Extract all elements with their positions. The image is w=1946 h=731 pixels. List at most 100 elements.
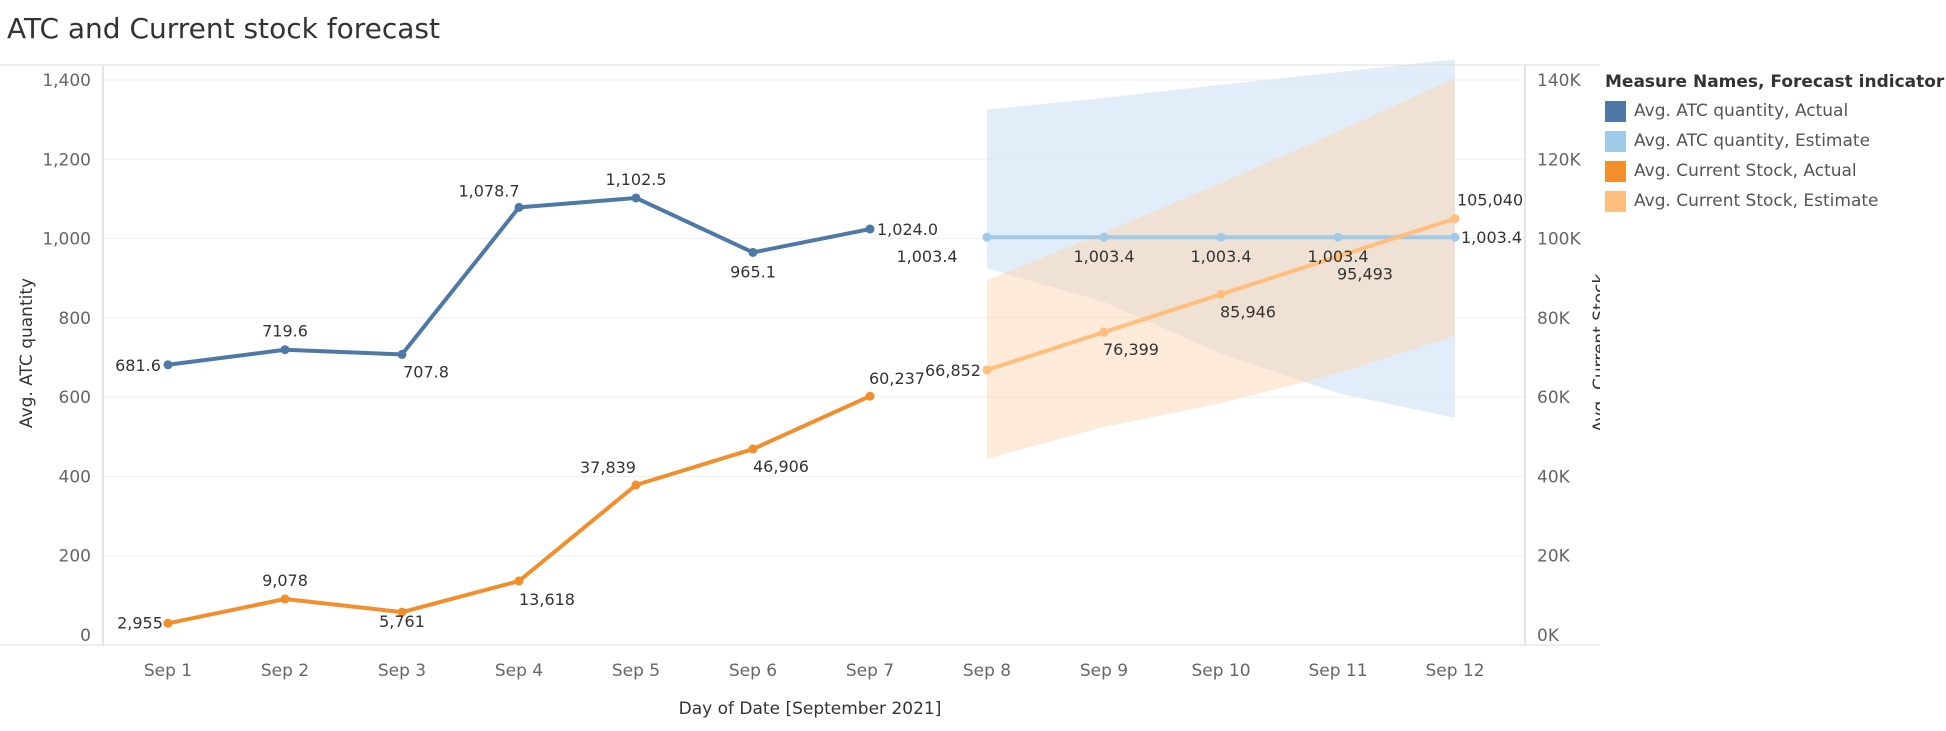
y-tick-label-right: 20K [1537, 547, 1571, 567]
data-labels: 681.6 719.6 707.8 1,078.7 1,102.5 965.1 1,024.… [115, 170, 1523, 632]
forecast-chart: 681.6 719.6 707.8 1,078.7 1,102.5 965.1 1,024.… [0, 59, 1600, 719]
x-tick-label: Sep 2 [261, 661, 309, 681]
data-label: 1,003.4 [1307, 247, 1368, 266]
data-label: 1,003.4 [1073, 247, 1134, 266]
data-label: 66,852 [925, 361, 981, 380]
x-axis-title: Day of Date [September 2021] [679, 699, 942, 719]
x-tick-label: Sep 5 [612, 661, 660, 681]
data-label: 9,078 [262, 571, 308, 590]
x-tick-label: Sep 1 [144, 661, 192, 681]
data-label: 719.6 [262, 322, 308, 341]
x-tick-label: Sep 8 [963, 661, 1011, 681]
y-tick-label-right: 140K [1537, 71, 1581, 91]
legend: Measure Names, Forecast indicator Avg. A… [1605, 72, 1944, 216]
data-point [865, 224, 875, 234]
data-point [163, 618, 173, 628]
y-axis-title-right: Avg. Current Stock [1590, 274, 1600, 433]
y-axis-title-left: Avg. ATC quantity [17, 278, 37, 428]
data-point [748, 247, 758, 257]
legend-label: Avg. Current Stock, Estimate [1634, 191, 1879, 211]
data-label: 2,955 [117, 613, 163, 632]
y-tick-label-left: 400 [59, 467, 91, 487]
data-label: 76,399 [1103, 340, 1159, 359]
data-point [1099, 327, 1109, 337]
x-tick-label: Sep 12 [1425, 661, 1484, 681]
data-label: 681.6 [115, 356, 161, 375]
y-tick-label-left: 200 [59, 547, 91, 567]
data-point [1450, 214, 1460, 224]
data-point [397, 607, 407, 617]
data-point [1333, 232, 1343, 242]
y-tick-label-left: 1,000 [42, 230, 91, 250]
legend-item-stock-estimate[interactable]: Avg. Current Stock, Estimate [1605, 186, 1944, 216]
legend-title: Measure Names, Forecast indicator [1605, 72, 1945, 92]
y-tick-label-right: 0K [1537, 626, 1560, 646]
y-tick-label-left: 600 [59, 388, 91, 408]
axes: 0 200 400 600 800 1,000 1,200 1,400 0K 20K 40K 60K 8… [17, 71, 1600, 719]
legend-swatch [1605, 100, 1626, 122]
data-point [1099, 232, 1109, 242]
data-label: 1,003.4 [896, 247, 957, 266]
data-label: 1,003.4 [1461, 228, 1522, 247]
x-tick-label: Sep 10 [1191, 661, 1250, 681]
legend-label: Avg. ATC quantity, Estimate [1634, 131, 1871, 151]
data-point [280, 345, 290, 355]
data-label: 85,946 [1220, 302, 1276, 321]
y-tick-label-left: 1,200 [42, 150, 91, 170]
data-label: 965.1 [730, 262, 776, 281]
x-tick-label: Sep 11 [1308, 661, 1367, 681]
data-label: 105,040 [1457, 191, 1523, 210]
legend-item-atc-actual[interactable]: Avg. ATC quantity, Actual [1605, 96, 1944, 126]
data-label: 1,024.0 [877, 220, 938, 239]
data-point [865, 391, 875, 401]
data-label: 60,237 [869, 369, 925, 388]
legend-swatch [1605, 160, 1626, 182]
y-tick-label-right: 60K [1537, 388, 1571, 408]
x-tick-label: Sep 3 [378, 661, 426, 681]
data-label: 1,003.4 [1190, 247, 1251, 266]
data-point [514, 576, 524, 586]
data-point [1216, 289, 1226, 299]
y-tick-label-left: 1,400 [42, 71, 91, 91]
y-tick-label-right: 80K [1537, 309, 1571, 329]
plot-frame [0, 64, 1600, 646]
data-label: 37,839 [580, 458, 636, 477]
data-point [397, 349, 407, 359]
x-tick-label: Sep 7 [846, 661, 894, 681]
y-tick-label-right: 120K [1537, 150, 1581, 170]
data-point [748, 444, 758, 454]
legend-item-atc-estimate[interactable]: Avg. ATC quantity, Estimate [1605, 126, 1944, 156]
y-tick-label-right: 40K [1537, 467, 1571, 487]
stock-forecast-band [987, 78, 1455, 459]
data-point [1216, 232, 1226, 242]
legend-label: Avg. Current Stock, Actual [1634, 161, 1857, 181]
data-point [982, 232, 992, 242]
data-label: 707.8 [403, 362, 449, 381]
data-label: 5,761 [379, 612, 425, 631]
legend-label: Avg. ATC quantity, Actual [1634, 101, 1849, 121]
x-tick-label: Sep 9 [1080, 661, 1128, 681]
data-point [631, 480, 641, 490]
data-label: 13,618 [519, 590, 575, 609]
data-point [1450, 232, 1460, 242]
data-label: 95,493 [1337, 264, 1393, 283]
legend-item-stock-actual[interactable]: Avg. Current Stock, Actual [1605, 156, 1944, 186]
data-label: 1,078.7 [458, 181, 519, 200]
chart-title: ATC and Current stock forecast [7, 12, 440, 45]
y-tick-label-right: 100K [1537, 230, 1581, 250]
x-tick-label: Sep 6 [729, 661, 777, 681]
y-tick-label-left: 800 [59, 309, 91, 329]
data-point [514, 202, 524, 212]
series-points [163, 193, 1460, 628]
data-point [280, 594, 290, 604]
data-label: 46,906 [753, 457, 809, 476]
x-tick-label: Sep 4 [495, 661, 543, 681]
data-point [1333, 251, 1343, 261]
legend-swatch [1605, 190, 1626, 212]
y-tick-label-left: 0 [80, 626, 91, 646]
data-point [631, 193, 641, 203]
data-point [163, 360, 173, 370]
legend-swatch [1605, 130, 1626, 152]
data-label: 1,102.5 [605, 170, 666, 189]
data-point [982, 365, 992, 375]
